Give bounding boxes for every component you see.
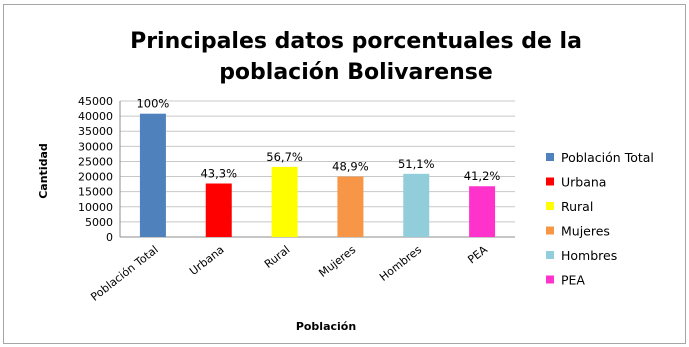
legend-swatch <box>546 202 554 210</box>
legend-swatch <box>546 275 554 284</box>
data-label: 51,1% <box>398 157 435 171</box>
legend-label: Hombres <box>561 248 617 263</box>
chart-frame <box>3 4 686 344</box>
chart-title-line-2: población Bolivarense <box>219 60 493 85</box>
bar-1 <box>205 183 232 237</box>
y-tick-label: 15000 <box>78 186 113 199</box>
bars <box>139 113 496 237</box>
y-tick-label: 0 <box>106 231 113 244</box>
x-tick-labels: Población Total Urbana Rural Mujeres Hombres… <box>88 243 490 304</box>
data-label: 56,7% <box>266 150 303 164</box>
axes <box>119 101 515 238</box>
legend: Población Total Urbana Rural Mujeres Hombres… <box>546 150 654 288</box>
legend-swatch <box>546 153 554 161</box>
gridlines <box>120 100 515 238</box>
y-tick-label: 40000 <box>78 110 113 123</box>
legend-label: Mujeres <box>561 224 610 239</box>
legend-swatch <box>546 226 554 235</box>
bar-2 <box>271 166 298 237</box>
data-label: 43,3% <box>200 167 237 181</box>
chart-title-line-1: Principales datos porcentuales de la <box>130 29 582 54</box>
y-tick-label: 35000 <box>78 125 113 138</box>
legend-label: Rural <box>561 199 593 214</box>
bar-3 <box>337 176 364 237</box>
y-tick-label: 45000 <box>78 95 113 108</box>
y-tick-labels: 45000 40000 35000 30000 25000 20000 15000 10000… <box>78 95 113 244</box>
legend-label: Población Total <box>561 150 654 165</box>
x-axis-title: Población <box>296 320 356 333</box>
data-label: 100% <box>136 97 169 111</box>
x-tick-label: Mujeres <box>316 243 358 280</box>
x-tick-label: Población Total <box>88 243 160 304</box>
x-tick-label: PEA <box>465 243 490 267</box>
data-labels: 100% 43,3% 56,7% 48,9% 51,1% 41,2% <box>136 97 500 184</box>
data-label: 48,9% <box>332 160 369 174</box>
y-tick-label: 25000 <box>78 155 113 168</box>
y-tick-label: 30000 <box>78 140 113 153</box>
bar-5 <box>469 186 496 237</box>
y-tick-label: 10000 <box>78 201 113 214</box>
y-tick-label: 5000 <box>85 216 113 229</box>
legend-swatch <box>546 177 554 186</box>
legend-label: Urbana <box>561 175 606 190</box>
y-axis-title: Cantidad <box>37 143 50 199</box>
x-tick-label: Hombres <box>377 243 424 284</box>
legend-swatch <box>546 251 554 259</box>
bar-0 <box>139 113 166 237</box>
legend-label: PEA <box>561 273 585 288</box>
bar-4 <box>403 173 430 237</box>
x-tick-label: Rural <box>262 243 292 271</box>
y-tick-label: 20000 <box>78 171 113 184</box>
data-label: 41,2% <box>464 169 501 183</box>
x-tick-label: Urbana <box>187 243 227 278</box>
